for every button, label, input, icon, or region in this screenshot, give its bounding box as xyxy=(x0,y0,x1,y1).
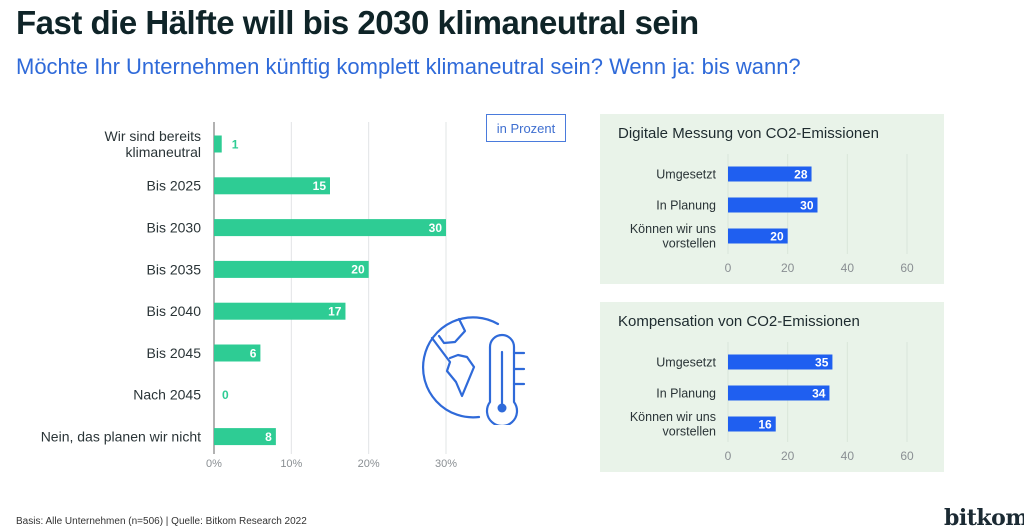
bitkom-logo: bitkom xyxy=(944,505,1024,531)
panel-compensation: Kompensation von CO2-Emissionen 0 20 40 60 Um… xyxy=(600,302,944,472)
data-label: 17 xyxy=(328,305,342,319)
bar xyxy=(214,302,346,320)
x-tick-label: 0% xyxy=(206,458,222,470)
unit-label: in Prozent xyxy=(486,114,566,142)
data-label: 28 xyxy=(794,167,808,181)
bar xyxy=(728,385,830,401)
x-tick-label: 40 xyxy=(841,261,855,275)
bar xyxy=(728,166,812,182)
category-label: Bis 2025 xyxy=(147,178,202,194)
bar xyxy=(728,228,788,244)
category-label: Bis 2035 xyxy=(147,261,202,277)
source-note: Basis: Alle Unternehmen (n=506) | Quelle… xyxy=(16,516,307,527)
bar xyxy=(214,344,261,362)
bar xyxy=(728,416,776,432)
data-label: 30 xyxy=(800,198,814,212)
category-label: klimaneutral xyxy=(126,144,201,160)
category-label: In Planung xyxy=(656,198,716,212)
globe-thermometer-icon xyxy=(422,316,526,425)
data-label: 35 xyxy=(815,355,829,369)
category-label: Nein, das planen wir nicht xyxy=(41,429,201,445)
x-tick-label: 30% xyxy=(435,458,457,470)
x-tick-label: 20% xyxy=(358,458,380,470)
category-label: Bis 2040 xyxy=(147,303,202,319)
bar xyxy=(214,219,446,237)
data-label: 1 xyxy=(232,137,239,151)
compensation-chart: Kompensation von CO2-Emissionen 0 20 40 60 Um… xyxy=(618,313,914,463)
x-tick-label: 60 xyxy=(900,449,914,463)
bar xyxy=(214,260,369,278)
category-label: Können wir uns xyxy=(630,410,716,424)
category-label: Bis 2045 xyxy=(147,345,202,361)
panel-title: Digitale Messung von CO2-Emissionen xyxy=(618,125,879,142)
data-label: 16 xyxy=(758,417,772,431)
category-label: In Planung xyxy=(656,386,716,400)
panel-title: Kompensation von CO2-Emissionen xyxy=(618,313,860,330)
data-label: 30 xyxy=(429,221,443,235)
x-tick-label: 20 xyxy=(781,261,795,275)
bar xyxy=(728,354,833,370)
x-tick-label: 0 xyxy=(725,449,732,463)
category-label: Können wir uns xyxy=(630,222,716,236)
x-tick-label: 40 xyxy=(841,449,855,463)
data-label: 0 xyxy=(222,388,229,402)
bar xyxy=(214,135,222,153)
x-tick-label: 20 xyxy=(781,449,795,463)
digital-measurement-chart: Digitale Messung von CO2-Emissionen 0 20 40… xyxy=(618,125,914,275)
data-label: 15 xyxy=(313,179,327,193)
x-tick-label: 60 xyxy=(900,261,914,275)
data-label: 6 xyxy=(250,346,257,360)
category-label: vorstellen xyxy=(663,425,717,439)
data-label: 20 xyxy=(770,229,784,243)
bar xyxy=(214,177,330,195)
x-tick-label: 10% xyxy=(280,458,302,470)
data-label: 8 xyxy=(265,430,272,444)
chart-subtitle: Möchte Ihr Unternehmen künftig komplett … xyxy=(16,54,801,79)
category-label: Nach 2045 xyxy=(133,387,201,403)
category-label: vorstellen xyxy=(663,237,717,251)
category-label: Umgesetzt xyxy=(656,355,716,369)
panel-digital-measurement: Digitale Messung von CO2-Emissionen 0 20 40… xyxy=(600,114,944,284)
category-label: Wir sind bereits xyxy=(105,128,201,144)
x-tick-label: 0 xyxy=(725,261,732,275)
category-label: Bis 2030 xyxy=(147,220,202,236)
chart-title: Fast die Hälfte will bis 2030 klimaneutr… xyxy=(16,4,699,41)
data-label: 20 xyxy=(351,263,365,277)
data-label: 34 xyxy=(812,386,826,400)
category-label: Umgesetzt xyxy=(656,167,716,181)
bar xyxy=(214,428,276,446)
bar xyxy=(728,197,818,213)
